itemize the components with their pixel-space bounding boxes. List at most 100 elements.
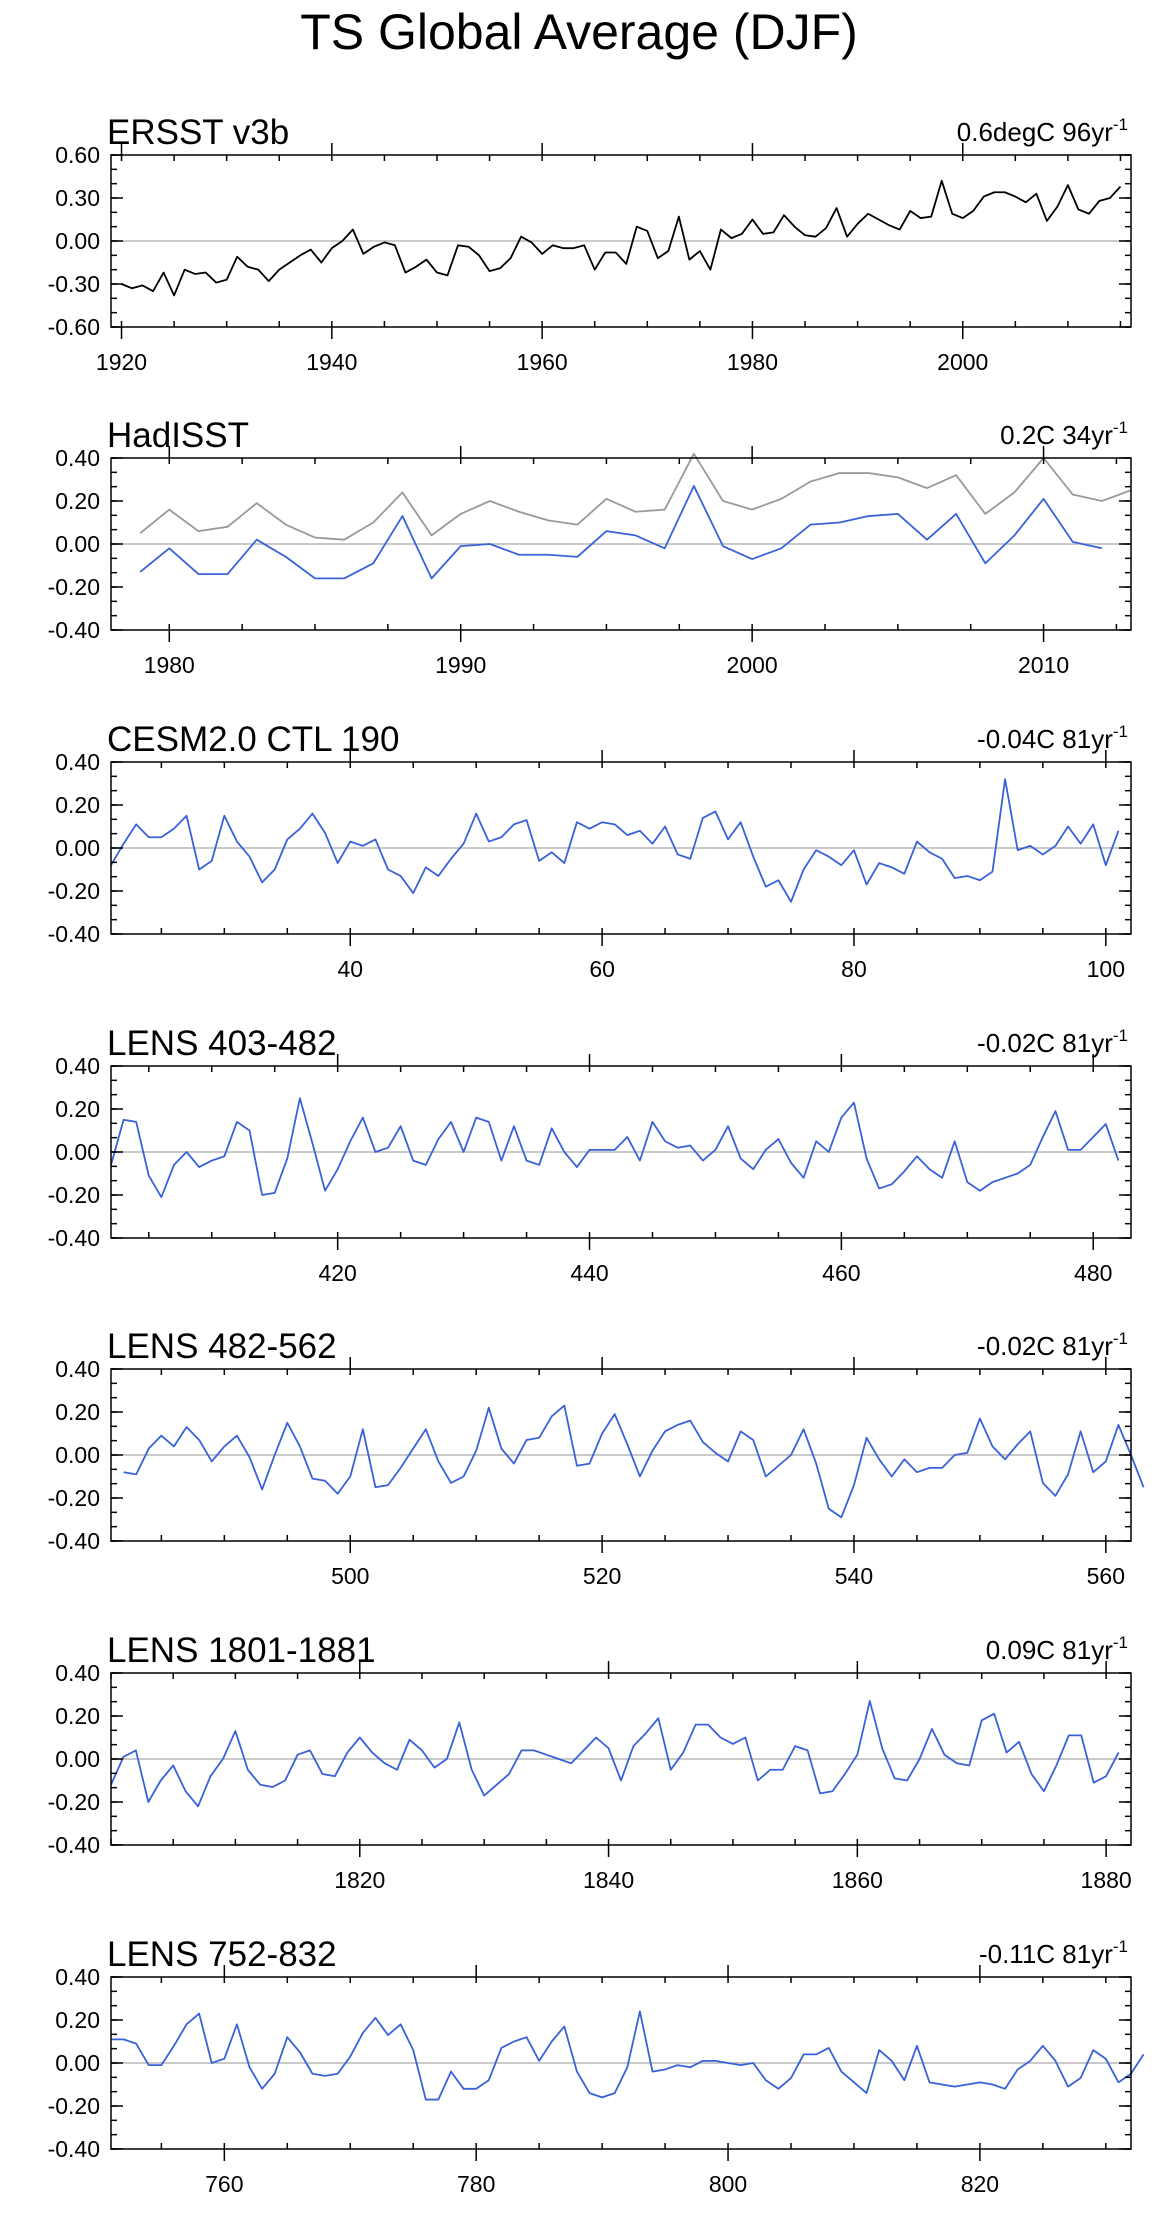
- panel-4-y-tick-label: -0.20: [48, 1182, 100, 1208]
- panel-5-y-tick-label: 0.00: [55, 1442, 100, 1468]
- panel-1-frame: [110, 154, 1132, 328]
- panel-1-x-tick-label: 1940: [306, 349, 357, 375]
- panel-2-x-tick-label: 2000: [727, 652, 778, 678]
- panel-1-series-line-1: [121, 179, 1122, 297]
- panel-6-title: LENS 1801-1881: [107, 1631, 376, 1670]
- panel-5-trend-exponent: -1: [1113, 1329, 1128, 1348]
- panel-5-y-tick-label: 0.40: [55, 1356, 100, 1382]
- panel-5-trend-value: -0.02C 81yr: [977, 1331, 1113, 1361]
- panel-6-y-tick-label: 0.00: [55, 1746, 100, 1772]
- panel-6-trend-value: 0.09C 81yr: [986, 1635, 1114, 1665]
- panel-3-x-tick-label: 80: [841, 956, 867, 982]
- panel-4-frame: [110, 1065, 1132, 1239]
- panel-7-y-tick-label: 0.00: [55, 2050, 100, 2076]
- panel-5-x-tick-label: 560: [1087, 1563, 1125, 1589]
- panel-3-y-tick-label: 0.40: [55, 749, 100, 775]
- panel-6-trend-exponent: -1: [1113, 1633, 1128, 1652]
- panel-2-trend-exponent: -1: [1113, 418, 1128, 437]
- panel-4-x-tick-label: 480: [1074, 1260, 1112, 1286]
- panel-7-title: LENS 752-832: [107, 1935, 337, 1974]
- panel-1-y-tick-label: 0.00: [55, 228, 100, 254]
- panel-6-y-tick-label: 0.40: [55, 1660, 100, 1686]
- panel-3-trend-label: -0.04C 81yr-1: [977, 722, 1128, 754]
- panel-4-y-tick-label: 0.40: [55, 1053, 100, 1079]
- panel-3-series-line-1: [110, 778, 1120, 903]
- panel-6-x-tick-label: 1860: [832, 1867, 883, 1893]
- panel-1-y-tick-label: 0.60: [55, 142, 100, 168]
- panel-6-x-tick-label: 1840: [583, 1867, 634, 1893]
- panel-1: ERSST v3b 0.6degC 96yr-1 0.60 0.30 0.00 -0.30…: [48, 113, 1132, 375]
- panel-3-title: CESM2.0 CTL 190: [107, 720, 399, 759]
- panel-6-y-tick-label: -0.20: [48, 1789, 100, 1815]
- figure-title: TS Global Average (DJF): [300, 4, 858, 60]
- panel-5-x-tick-label: 540: [835, 1563, 873, 1589]
- panel-5-y-tick-label: 0.20: [55, 1399, 100, 1425]
- panel-7-trend-value: -0.11C 81yr: [979, 1939, 1113, 1969]
- panel-2-trend-value: 0.2C 34yr: [1000, 420, 1113, 450]
- panel-2-trend-label: 0.2C 34yr-1: [1000, 418, 1128, 450]
- panel-3-y-tick-label: -0.20: [48, 878, 100, 904]
- panel-7-series-line-1: [111, 2010, 1145, 2101]
- panel-2-y-tick-label: 0.20: [55, 488, 100, 514]
- panel-5-y-tick-label: -0.20: [48, 1485, 100, 1511]
- panel-2-title: HadISST: [107, 416, 249, 455]
- panel-2-frame: [110, 457, 1132, 631]
- panel-3-y-tick-label: 0.00: [55, 835, 100, 861]
- panel-4-x-tick-label: 440: [570, 1260, 608, 1286]
- panel-4-series-line-1: [110, 1097, 1120, 1199]
- panel-2: HadISST 0.2C 34yr-1 0.40 0.20 0.00 -0.20 -0.40…: [48, 416, 1132, 678]
- panel-4-trend-exponent: -1: [1113, 1026, 1128, 1045]
- panel-1-trend-exponent: -1: [1113, 115, 1128, 134]
- panel-1-x-tick-label: 1960: [517, 349, 568, 375]
- panel-2-x-tick-label: 2010: [1018, 652, 1069, 678]
- panel-1-x-tick-label: 1920: [96, 349, 147, 375]
- panel-1-y-tick-label: -0.60: [48, 314, 100, 340]
- panel-4-title: LENS 403-482: [107, 1024, 337, 1063]
- panel-4-x-tick-label: 420: [318, 1260, 356, 1286]
- panel-3-trend-exponent: -1: [1113, 722, 1128, 741]
- panel-6-x-tick-label: 1820: [334, 1867, 385, 1893]
- panel-1-y-tick-label: -0.30: [48, 271, 100, 297]
- panel-2-y-tick-label: -0.20: [48, 574, 100, 600]
- panel-7-x-tick-label: 780: [457, 2171, 495, 2197]
- panel-5-trend-label: -0.02C 81yr-1: [977, 1329, 1128, 1361]
- panel-3-y-tick-label: 0.20: [55, 792, 100, 818]
- panel-2-series-line-1: [139, 452, 1132, 541]
- panel-3-x-tick-label: 60: [589, 956, 615, 982]
- panel-7-trend-exponent: -1: [1113, 1937, 1128, 1956]
- panel-5-title: LENS 482-562: [107, 1327, 337, 1366]
- panel-4: LENS 403-482 -0.02C 81yr-1 0.40 0.20 0.00 -0.…: [48, 1024, 1132, 1286]
- panel-3-x-tick-label: 100: [1087, 956, 1125, 982]
- panel-7-frame: [110, 1976, 1132, 2150]
- panel-6-y-tick-label: 0.20: [55, 1703, 100, 1729]
- panel-7-y-tick-label: -0.40: [48, 2136, 100, 2162]
- panel-1-y-tick-label: 0.30: [55, 185, 100, 211]
- panel-7-y-tick-label: 0.40: [55, 1964, 100, 1990]
- panel-5-series-line-1: [123, 1404, 1145, 1519]
- panel-7-x-tick-label: 760: [205, 2171, 243, 2197]
- panel-1-trend-value: 0.6degC 96yr: [957, 117, 1113, 147]
- panel-4-y-tick-label: 0.20: [55, 1096, 100, 1122]
- panel-5-frame: [110, 1368, 1132, 1542]
- panel-5-x-tick-label: 500: [331, 1563, 369, 1589]
- panel-4-trend-label: -0.02C 81yr-1: [977, 1026, 1128, 1058]
- panel-7-y-tick-label: 0.20: [55, 2007, 100, 2033]
- panel-2-y-tick-label: -0.40: [48, 617, 100, 643]
- panel-7-y-tick-label: -0.20: [48, 2093, 100, 2119]
- panel-4-y-tick-label: 0.00: [55, 1139, 100, 1165]
- panel-3-trend-value: -0.04C 81yr: [977, 724, 1113, 754]
- panel-1-x-tick-label: 2000: [937, 349, 988, 375]
- panel-2-x-tick-label: 1990: [435, 652, 486, 678]
- panel-1-x-tick-label: 1980: [727, 349, 778, 375]
- panel-4-x-tick-label: 460: [822, 1260, 860, 1286]
- panel-5-x-tick-label: 520: [583, 1563, 621, 1589]
- panel-3: CESM2.0 CTL 190 -0.04C 81yr-1 0.40 0.20 0.00…: [48, 720, 1132, 982]
- panel-6-trend-label: 0.09C 81yr-1: [986, 1633, 1128, 1665]
- panel-2-series-line-2: [139, 485, 1103, 580]
- panel-2-y-tick-label: 0.00: [55, 531, 100, 557]
- panel-2-x-tick-label: 1980: [144, 652, 195, 678]
- panel-3-frame: [110, 761, 1132, 935]
- panel-2-y-tick-label: 0.40: [55, 445, 100, 471]
- panel-6: LENS 1801-1881 0.09C 81yr-1 0.40 0.20 0.00 -0…: [48, 1631, 1132, 1893]
